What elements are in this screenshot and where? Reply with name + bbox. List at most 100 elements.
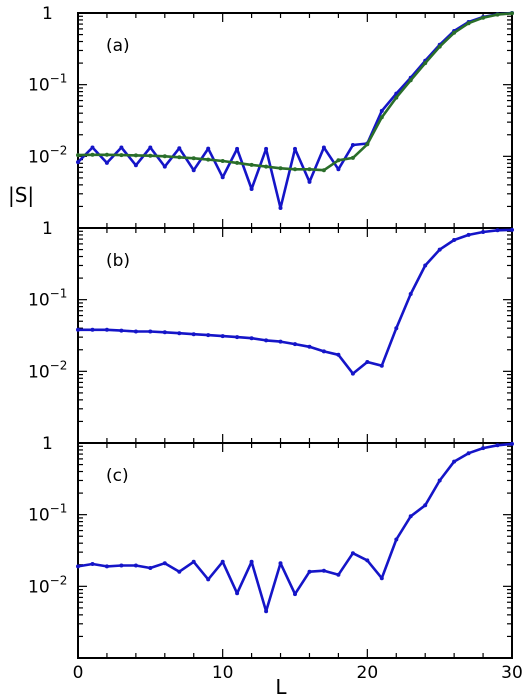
data-point bbox=[495, 12, 500, 17]
panel-frame bbox=[77, 442, 513, 659]
y-tick-label-base: 1 bbox=[42, 4, 53, 24]
data-point bbox=[466, 451, 471, 456]
data-point bbox=[293, 146, 297, 151]
y-tick-label-base: 1 bbox=[42, 434, 53, 454]
data-point bbox=[307, 179, 312, 184]
y-tick-label-exponent: −2 bbox=[50, 358, 68, 372]
data-point bbox=[423, 61, 428, 66]
data-point bbox=[379, 108, 384, 113]
data-point bbox=[191, 332, 196, 337]
data-point bbox=[264, 164, 269, 169]
panel-frame bbox=[77, 227, 513, 444]
data-point bbox=[307, 167, 312, 172]
data-point bbox=[76, 327, 80, 332]
data-point bbox=[481, 230, 486, 234]
data-point bbox=[321, 349, 326, 354]
series-line bbox=[76, 228, 514, 375]
data-point bbox=[177, 155, 182, 160]
data-point bbox=[76, 160, 80, 165]
data-point bbox=[336, 167, 341, 172]
data-point bbox=[162, 164, 167, 169]
data-point bbox=[466, 21, 471, 26]
panels: 110−110−2(a)110−110−2(b)110−110−2(c)0 10 2… bbox=[28, 4, 522, 683]
y-tick-label-base: 10 bbox=[28, 291, 50, 311]
data-point bbox=[206, 157, 211, 162]
panel-label: (b) bbox=[106, 251, 130, 271]
y-tick-label: 10−1 bbox=[28, 287, 67, 311]
y-tick-label-base: 10 bbox=[28, 76, 50, 96]
data-point bbox=[365, 558, 370, 563]
series-line bbox=[76, 11, 514, 210]
data-point bbox=[119, 563, 124, 568]
y-tick-label-base: 10 bbox=[28, 577, 50, 597]
data-point bbox=[278, 339, 283, 344]
data-point bbox=[437, 44, 442, 49]
data-point bbox=[119, 145, 124, 150]
data-point bbox=[452, 459, 457, 464]
data-point bbox=[104, 327, 109, 332]
data-point bbox=[206, 333, 211, 338]
data-point bbox=[191, 559, 196, 564]
data-point bbox=[133, 163, 138, 168]
panel-frame bbox=[77, 12, 513, 229]
data-point bbox=[104, 152, 109, 157]
data-point bbox=[162, 154, 167, 159]
data-point bbox=[350, 371, 355, 376]
data-point bbox=[408, 292, 413, 296]
panel-label: (c) bbox=[106, 466, 129, 486]
data-point bbox=[264, 146, 269, 151]
data-point bbox=[235, 146, 240, 151]
data-point bbox=[90, 152, 95, 157]
y-tick-label: 10−2 bbox=[28, 573, 67, 597]
data-point bbox=[220, 559, 225, 564]
y-tick-label-exponent: −1 bbox=[50, 72, 68, 86]
data-point bbox=[264, 609, 269, 614]
data-point bbox=[452, 30, 457, 35]
series-1 bbox=[76, 11, 514, 173]
data-point bbox=[394, 95, 399, 100]
data-point bbox=[220, 159, 225, 163]
data-point bbox=[148, 566, 153, 570]
data-point bbox=[162, 330, 167, 335]
data-point bbox=[423, 503, 428, 508]
y-tick-label: 1 bbox=[42, 4, 53, 24]
data-point bbox=[408, 514, 413, 519]
y-tick-label: 1 bbox=[42, 434, 53, 454]
data-point bbox=[133, 153, 138, 158]
y-tick-label: 1 bbox=[42, 219, 53, 239]
data-point bbox=[293, 342, 297, 347]
x-tick-label: 30 bbox=[501, 663, 522, 683]
y-tick-label: 10−2 bbox=[28, 143, 67, 167]
y-tick-label-base: 10 bbox=[28, 147, 50, 167]
data-point bbox=[177, 146, 182, 151]
data-point bbox=[452, 238, 457, 242]
x-tick-label: 0 bbox=[73, 663, 84, 683]
data-point bbox=[104, 160, 109, 165]
y-tick-label-base: 10 bbox=[28, 506, 50, 526]
data-point bbox=[510, 11, 514, 16]
data-point bbox=[235, 591, 240, 596]
data-point bbox=[235, 335, 240, 340]
data-point bbox=[510, 441, 514, 446]
y-tick-label-base: 10 bbox=[28, 362, 50, 382]
panel-0: 110−110−2(a) bbox=[28, 4, 514, 229]
data-point bbox=[365, 360, 370, 364]
data-point bbox=[293, 167, 297, 172]
y-tick-label-exponent: −2 bbox=[50, 573, 68, 587]
data-point bbox=[336, 352, 341, 357]
data-point bbox=[350, 551, 355, 556]
y-tick-label: 10−1 bbox=[28, 72, 67, 96]
y-tick-label-exponent: −2 bbox=[50, 143, 68, 157]
data-point bbox=[249, 336, 254, 341]
panel-label: (a) bbox=[106, 36, 130, 56]
data-point bbox=[278, 561, 283, 566]
data-point bbox=[133, 563, 138, 568]
x-tick-label: 20 bbox=[357, 663, 379, 683]
series-0 bbox=[76, 227, 514, 376]
data-point bbox=[177, 331, 182, 336]
data-point bbox=[220, 175, 225, 180]
data-point bbox=[336, 572, 341, 577]
data-point bbox=[437, 478, 442, 483]
data-point bbox=[191, 156, 196, 161]
data-point bbox=[379, 576, 384, 581]
